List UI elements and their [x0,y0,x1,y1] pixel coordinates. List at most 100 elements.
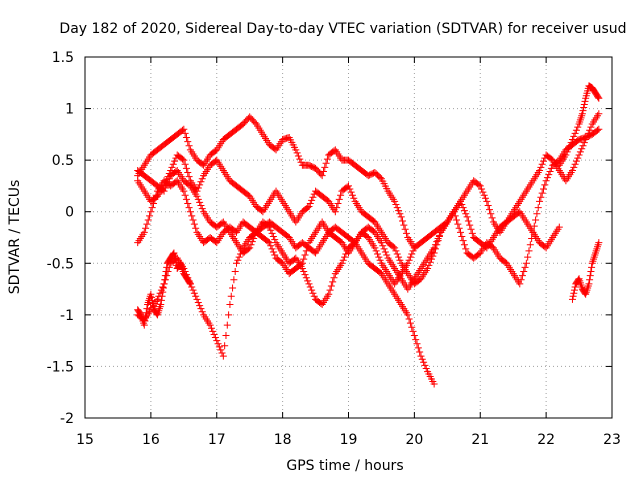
data-point [543,174,551,182]
data-point [431,241,439,249]
data-point [484,202,492,210]
data-point [587,123,595,131]
data-point [227,292,235,300]
data-point [207,324,215,332]
data-point [377,239,385,247]
data-point [488,214,496,222]
data-point [194,298,202,306]
data-point [393,204,401,212]
data-point [267,226,275,234]
data-point [525,247,533,255]
data-point [466,221,474,229]
data-point [172,258,180,266]
data-point [182,133,190,141]
y-tick-label: -1 [60,308,74,324]
x-tick-label: 19 [340,432,358,448]
data-point [456,228,464,236]
data-point [435,231,443,239]
data-point [576,148,584,156]
data-point [150,303,158,311]
data-point [186,279,194,287]
data-point [221,342,229,350]
data-point [380,245,388,253]
data-point [454,220,462,228]
data-point [185,173,193,181]
data-point [142,313,150,321]
data-point [161,272,169,280]
data-point [395,207,403,215]
data-point [238,247,246,255]
data-point [309,289,317,297]
data-point [304,277,312,285]
data-point [570,132,578,140]
data-point [196,198,204,206]
data-point [190,220,198,228]
data-point [580,104,588,112]
data-point [588,263,596,271]
y-tick-label: -1.5 [47,359,74,375]
data-point [300,255,308,263]
data-point [584,129,592,137]
data-point [595,125,603,133]
data-point [335,195,343,203]
data-point [541,181,549,189]
data-point [579,142,587,150]
data-point [326,286,334,294]
data-point [518,272,526,280]
x-tick-label: 22 [537,432,555,448]
data-point [152,191,160,199]
data-point [595,110,603,118]
data-point [196,302,204,310]
data-point [323,155,331,163]
data-point [565,145,573,153]
data-point [148,296,156,304]
data-point [159,284,167,292]
track-5 [134,197,563,360]
data-point [574,154,582,162]
data-point [537,163,545,171]
data-point [334,199,342,207]
data-point [425,261,433,269]
data-point [546,167,554,175]
data-point [251,119,259,127]
data-point [184,169,192,177]
data-point [149,300,157,308]
data-point [181,129,189,137]
data-point [188,283,196,291]
data-point [389,243,397,251]
data-point [192,292,200,300]
data-point [185,142,193,150]
data-point [572,157,580,165]
data-point [570,289,578,297]
data-point [476,182,484,190]
data-point [298,264,306,272]
data-point [341,253,349,261]
data-point [147,290,155,298]
data-point [375,253,383,261]
data-point [586,276,594,284]
data-point [456,197,464,205]
data-point [567,139,575,147]
data-point [421,361,429,369]
data-point [538,189,546,197]
data-point [163,181,171,189]
data-point [206,321,214,329]
data-point [570,286,578,294]
data-point [434,235,442,243]
data-point [318,172,326,180]
data-point [325,290,333,298]
data-point [213,337,221,345]
data-point [301,251,309,259]
data-point [563,148,571,156]
data-point [193,295,201,303]
data-point [412,336,420,344]
data-point [575,151,583,159]
data-point [184,199,192,207]
data-point [524,253,532,261]
data-point [146,212,154,220]
data-point [165,175,173,183]
data-point [383,251,391,259]
data-point [539,185,547,193]
data-point [302,274,310,282]
data-point [231,268,239,276]
